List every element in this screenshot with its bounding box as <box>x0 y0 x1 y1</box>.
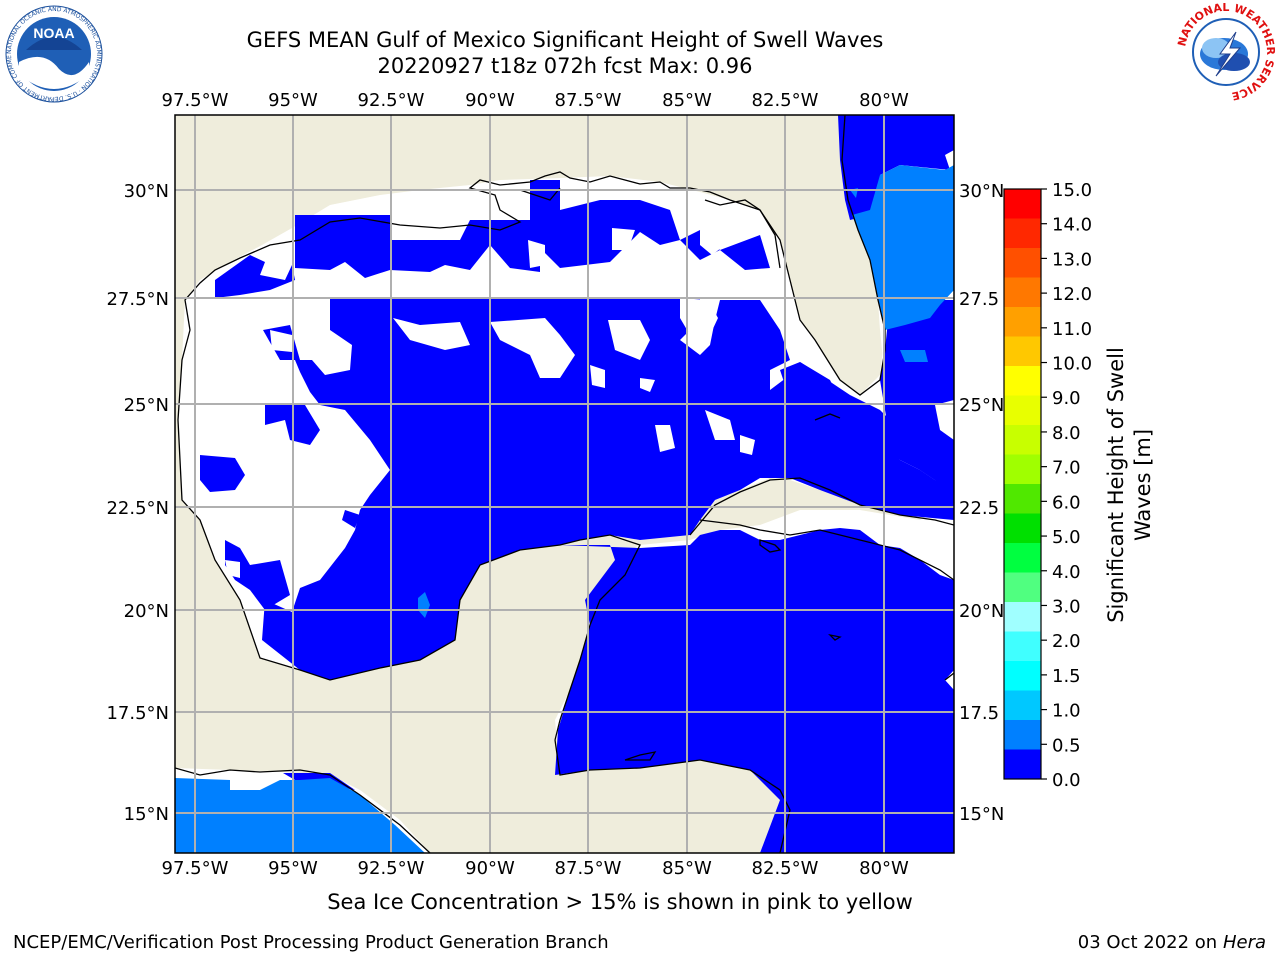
colorbar-tick-label: 6.0 <box>1052 492 1081 513</box>
lon-label: 85°W <box>662 858 712 879</box>
map-frame <box>174 114 955 854</box>
colorbar <box>1003 188 1042 780</box>
lat-label: 30°N <box>124 181 169 202</box>
swell-0.5-1.0-contours <box>175 165 954 853</box>
colorbar-label: Significant Height of Swell Waves [m] <box>1104 347 1155 623</box>
colorbar-tick-label: 1.0 <box>1052 701 1081 722</box>
lon-label: 97.5°W <box>162 90 229 111</box>
colorbar-tick-label: 0.0 <box>1052 770 1081 791</box>
colorbar-tick-label: 13.0 <box>1052 249 1092 270</box>
lon-label: 87.5°W <box>555 858 622 879</box>
map-subtitle: 20220927 t18z 072h fcst Max: 0.96 <box>377 54 753 78</box>
lat-labels-right: 30°N 27.5 25°N 22.5 20°N 17.5 15°N <box>959 181 1004 825</box>
svg-text:NOAA: NOAA <box>33 25 74 41</box>
colorbar-segment <box>1004 661 1041 691</box>
colorbar-tick-label: 3.0 <box>1052 596 1081 617</box>
lat-label: 15°N <box>124 804 169 825</box>
colorbar-segment <box>1004 395 1041 426</box>
sea-ice-caption: Sea Ice Concentration > 15% is shown in … <box>327 890 913 914</box>
noaa-logo: NOAA NATIONAL OCEANIC AND ATMOSPHERIC AD… <box>4 4 103 103</box>
colorbar-frame <box>1003 188 1042 780</box>
colorbar-segment <box>1004 513 1041 544</box>
footer-date: 03 Oct 2022 on Hera <box>1078 932 1266 953</box>
lon-label: 90°W <box>465 90 515 111</box>
colorbar-segment <box>1004 720 1041 750</box>
lon-label: 92.5°W <box>358 858 425 879</box>
nws-logo: NATIONAL WEATHER SERVICE <box>1176 2 1276 102</box>
colorbar-tick-label: 1.5 <box>1052 666 1081 687</box>
map-title: GEFS MEAN Gulf of Mexico Significant Hei… <box>246 28 884 52</box>
lon-label: 90°W <box>465 858 515 879</box>
lon-label: 92.5°W <box>358 90 425 111</box>
footer-branch: NCEP/EMC/Verification Post Processing Pr… <box>13 932 609 953</box>
lat-label: 25°N <box>124 395 169 416</box>
colorbar-segment <box>1004 336 1041 367</box>
colorbar-label-line2: Waves [m] <box>1131 429 1155 541</box>
colorbar-segment <box>1004 218 1041 249</box>
colorbar-tick-label: 0.5 <box>1052 735 1081 756</box>
colorbar-ticks: 15.0 14.0 13.0 12.0 11.0 10.0 9.0 8.0 7.0 6.0 5.0 4… <box>1041 180 1092 791</box>
colorbar-tick-label: 5.0 <box>1052 527 1081 548</box>
colorbar-segment <box>1004 484 1041 514</box>
colorbar-label-line1: Significant Height of Swell <box>1104 347 1128 623</box>
colorbar-tick-label: 15.0 <box>1052 180 1092 201</box>
graticule <box>175 115 954 853</box>
colorbar-segment <box>1004 248 1041 278</box>
colorbar-segment <box>1004 189 1041 219</box>
colorbar-segment <box>1004 277 1041 308</box>
colorbar-segment <box>1004 366 1041 396</box>
colorbar-tick-label: 7.0 <box>1052 458 1081 479</box>
lat-label: 25°N <box>959 395 1004 416</box>
lon-label: 95°W <box>268 90 318 111</box>
ice-free-patches <box>225 228 755 578</box>
colorbar-tick-label: 14.0 <box>1052 215 1092 236</box>
colorbar-segment <box>1004 543 1041 573</box>
coastlines <box>175 115 954 853</box>
lat-label: 17.5°N <box>106 703 169 724</box>
lon-label: 82.5°W <box>752 90 819 111</box>
colorbar-tick-label: 9.0 <box>1052 388 1081 409</box>
colorbar-segment <box>1004 602 1041 632</box>
lon-label: 87.5°W <box>555 90 622 111</box>
lat-label: 17.5 <box>959 703 999 724</box>
lat-label: 30°N <box>959 181 1004 202</box>
colorbar-segment <box>1004 307 1041 337</box>
colorbar-tick-label: 12.0 <box>1052 284 1092 305</box>
lon-label: 97.5°W <box>162 858 229 879</box>
lat-label: 15°N <box>959 804 1004 825</box>
lon-label: 85°W <box>662 90 712 111</box>
colorbar-tick-label: 4.0 <box>1052 562 1081 583</box>
footer-date-text: 03 Oct 2022 on <box>1077 932 1223 953</box>
lon-labels-top: 97.5°W 95°W 92.5°W 90°W 87.5°W 85°W 82.5… <box>162 90 909 111</box>
lon-label: 80°W <box>859 858 909 879</box>
footer-machine: Hera <box>1222 932 1266 953</box>
lon-labels-bottom: 97.5°W 95°W 92.5°W 90°W 87.5°W 85°W 82.5… <box>162 858 909 879</box>
colorbar-tick-label: 11.0 <box>1052 319 1092 340</box>
lat-label: 22.5 <box>959 498 999 519</box>
colorbar-segment <box>1004 690 1041 721</box>
lat-labels-left: 30°N 27.5°N 25°N 22.5°N 20°N 17.5°N 15°N <box>106 181 169 825</box>
colorbar-segment <box>1004 572 1041 603</box>
lat-label: 27.5°N <box>106 289 169 310</box>
colorbar-tick-label: 10.0 <box>1052 354 1092 375</box>
colorbar-tick-label: 2.0 <box>1052 631 1081 652</box>
lat-label: 22.5°N <box>106 498 169 519</box>
lon-label: 82.5°W <box>752 858 819 879</box>
colorbar-segment <box>1004 425 1041 455</box>
lat-label: 27.5 <box>959 289 999 310</box>
colorbar-tick-label: 8.0 <box>1052 423 1081 444</box>
colorbar-segment <box>1004 749 1041 780</box>
lon-label: 80°W <box>859 90 909 111</box>
lon-label: 95°W <box>268 858 318 879</box>
lat-label: 20°N <box>124 601 169 622</box>
lat-label: 20°N <box>959 601 1004 622</box>
colorbar-segment <box>1004 631 1041 662</box>
colorbar-segment <box>1004 454 1041 485</box>
